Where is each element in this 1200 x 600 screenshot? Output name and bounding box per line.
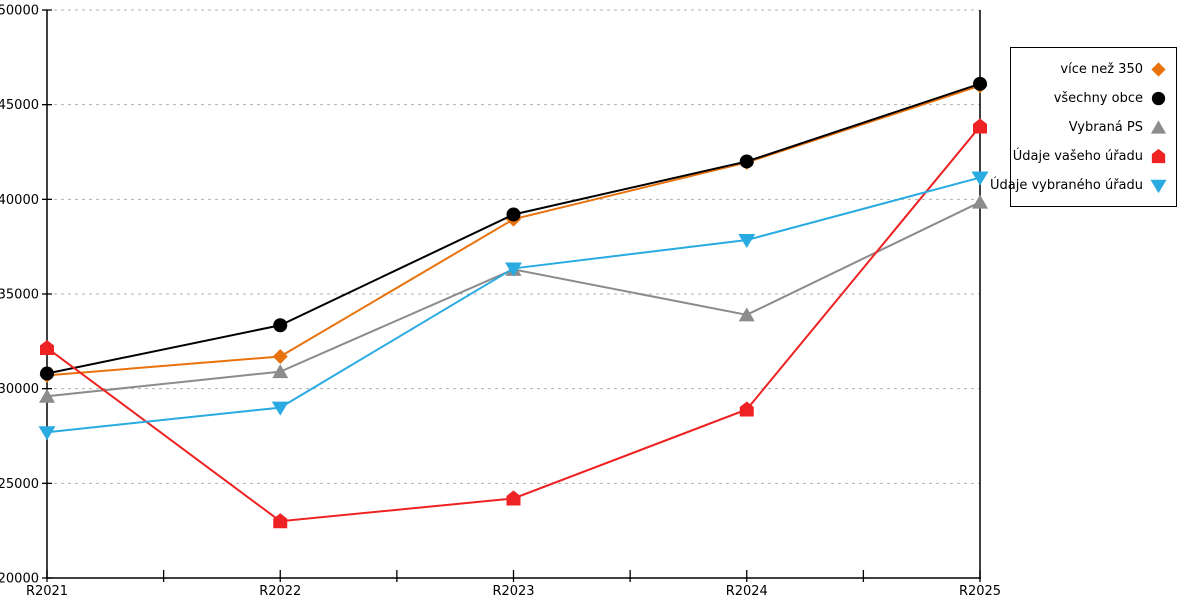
triangle-down-marker-icon	[1150, 179, 1167, 193]
series-line-0	[46, 84, 981, 377]
pentagon-marker-icon	[973, 118, 987, 134]
pentagon-marker-icon	[506, 490, 521, 506]
legend-item-3: Údaje vašeho úřadu	[1011, 142, 1176, 171]
circle-marker-icon	[973, 76, 987, 91]
triangle-down-icon	[1150, 179, 1167, 193]
triangle-up-marker-icon	[738, 307, 755, 322]
triangle-up-marker-icon	[39, 388, 55, 403]
diamond-icon	[1151, 61, 1166, 77]
x-tick-label: R2023	[492, 584, 534, 599]
series-line-2	[46, 201, 981, 398]
legend-item-1: všechny obce	[1011, 84, 1176, 113]
series-line-1	[46, 82, 981, 375]
circle-marker-icon	[1151, 91, 1166, 105]
circle-icon	[1151, 91, 1166, 105]
x-tick-label: R2021	[26, 584, 68, 599]
pentagon-marker-icon	[739, 401, 754, 417]
y-tick-label: 35000	[0, 288, 39, 303]
legend: více než 350 všechny obce Vybraná PS Údaje …	[990, 47, 1177, 207]
diamond-marker-icon	[1151, 61, 1166, 77]
pentagon-marker-icon	[273, 513, 288, 529]
x-tick-label: R2024	[726, 584, 768, 599]
pentagon-marker-icon	[40, 339, 54, 355]
x-tick-label: R2022	[259, 584, 301, 599]
legend-item-0: více než 350	[1011, 55, 1176, 84]
x-tick-label: R2025	[959, 584, 1001, 599]
y-tick-label: 40000	[0, 193, 39, 208]
legend-item-4: Údaje vybraného úřadu	[990, 171, 1176, 200]
triangle-down-marker-icon	[971, 171, 989, 186]
circle-marker-icon	[40, 366, 54, 381]
triangle-up-marker-icon	[1150, 119, 1167, 134]
pentagon-icon	[1151, 148, 1166, 163]
triangle-up-icon	[1150, 119, 1167, 134]
y-tick-label: 20000	[0, 572, 39, 587]
legend-item-label: Vybraná PS	[1068, 119, 1143, 135]
y-tick-label: 25000	[0, 477, 39, 492]
legend-item-label: Údaje vašeho úřadu	[1012, 148, 1143, 164]
circle-marker-icon	[273, 318, 288, 333]
legend-item-label: všechny obce	[1053, 90, 1143, 106]
legend-item-2: Vybraná PS	[1011, 113, 1176, 142]
triangle-up-marker-icon	[972, 194, 988, 209]
triangle-down-marker-icon	[38, 426, 56, 441]
triangle-down-marker-icon	[505, 262, 522, 277]
circle-marker-icon	[506, 207, 521, 222]
series-line-3	[46, 125, 981, 523]
diamond-marker-icon	[272, 348, 288, 364]
circle-marker-icon	[739, 154, 754, 169]
triangle-down-marker-icon	[271, 401, 289, 416]
y-tick-label: 50000	[0, 4, 39, 19]
y-tick-label: 45000	[0, 98, 39, 113]
pentagon-marker-icon	[1151, 148, 1166, 163]
legend-item-label: více než 350	[1060, 61, 1143, 77]
y-tick-label: 30000	[0, 382, 39, 397]
triangle-up-marker-icon	[272, 364, 289, 379]
legend-item-label: Údaje vybraného úřadu	[989, 177, 1143, 193]
triangle-down-marker-icon	[738, 234, 756, 249]
